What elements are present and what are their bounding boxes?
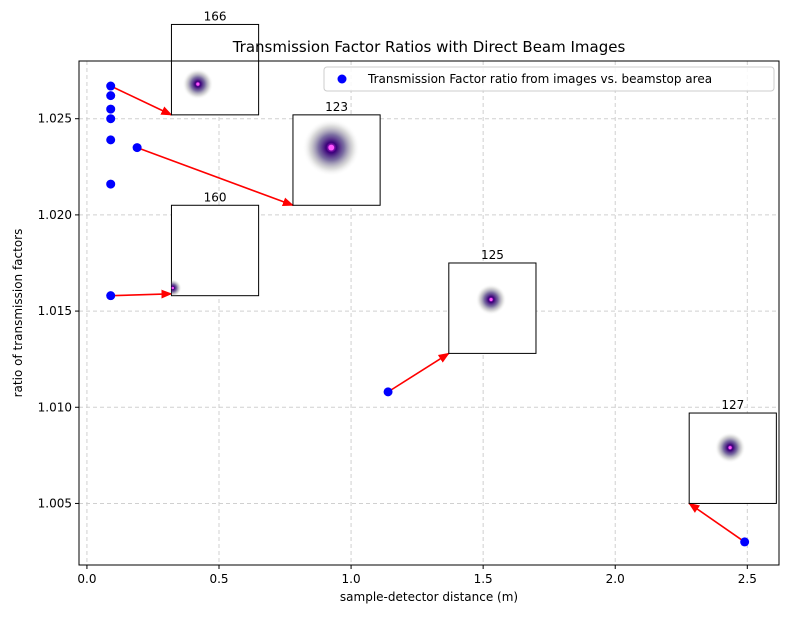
legend-marker [337, 74, 347, 84]
legend: Transmission Factor ratio from images vs… [323, 66, 775, 92]
data-point [106, 114, 116, 124]
data-points [106, 81, 750, 547]
beam-spot [171, 279, 182, 296]
y-tick-label: 1.020 [38, 208, 72, 222]
data-point [106, 104, 116, 114]
y-tick-label: 1.005 [38, 496, 72, 510]
inset-image: 125 [448, 248, 537, 354]
annotation-arrow [110, 85, 173, 116]
legend-box [323, 66, 775, 92]
x-axis-ticks: 0.0 0.5 1.0 1.5 2.0 2.5 [77, 565, 757, 586]
inset-image: 166 [170, 9, 260, 116]
inset-label: 160 [204, 190, 227, 204]
data-point [106, 81, 116, 91]
inset-frame [170, 204, 260, 297]
x-tick-label: 2.0 [606, 572, 625, 586]
y-axis-label: ratio of transmission factors [11, 229, 25, 398]
annotation-arrow [688, 502, 746, 543]
inset-frame [170, 23, 260, 116]
beam-center [728, 446, 732, 450]
beam-center [196, 82, 200, 86]
inset-label: 125 [481, 248, 504, 262]
legend-label: Transmission Factor ratio from images vs… [367, 72, 712, 86]
gridlines [79, 61, 779, 565]
x-tick-label: 1.0 [342, 572, 361, 586]
y-tick-label: 1.015 [38, 304, 72, 318]
x-tick-label: 1.5 [474, 572, 493, 586]
inset-image: 127 [688, 398, 777, 504]
y-axis-ticks: 1.005 1.010 1.015 1.020 1.025 [38, 112, 79, 510]
inset-image: 160 [170, 190, 260, 297]
data-point [132, 143, 142, 153]
data-point [106, 91, 116, 101]
annotation-arrow [136, 146, 295, 207]
x-tick-label: 2.5 [738, 572, 757, 586]
x-tick-label: 0.5 [209, 572, 228, 586]
inset-label: 127 [721, 398, 744, 412]
y-tick-label: 1.025 [38, 112, 72, 126]
annotation-arrow [110, 289, 173, 299]
chart-title: Transmission Factor Ratios with Direct B… [232, 38, 626, 56]
data-point [106, 179, 116, 189]
inset-images: 166 123 160 125 127 [170, 9, 777, 504]
annotation-arrow [387, 352, 450, 393]
beam-center [328, 144, 335, 151]
data-point [106, 291, 116, 301]
plot-frame [78, 60, 780, 566]
y-tick-label: 1.010 [38, 400, 72, 414]
x-tick-label: 0.0 [77, 572, 96, 586]
inset-label: 123 [325, 100, 348, 114]
inset-label: 166 [204, 9, 227, 23]
beam-center [489, 297, 493, 302]
inset-image: 123 [292, 100, 381, 206]
annotation-arrows [110, 85, 746, 543]
data-point [106, 135, 116, 145]
beam-center [171, 286, 174, 290]
x-axis-label: sample-detector distance (m) [340, 590, 518, 604]
data-point [740, 537, 750, 547]
data-point [383, 387, 393, 397]
